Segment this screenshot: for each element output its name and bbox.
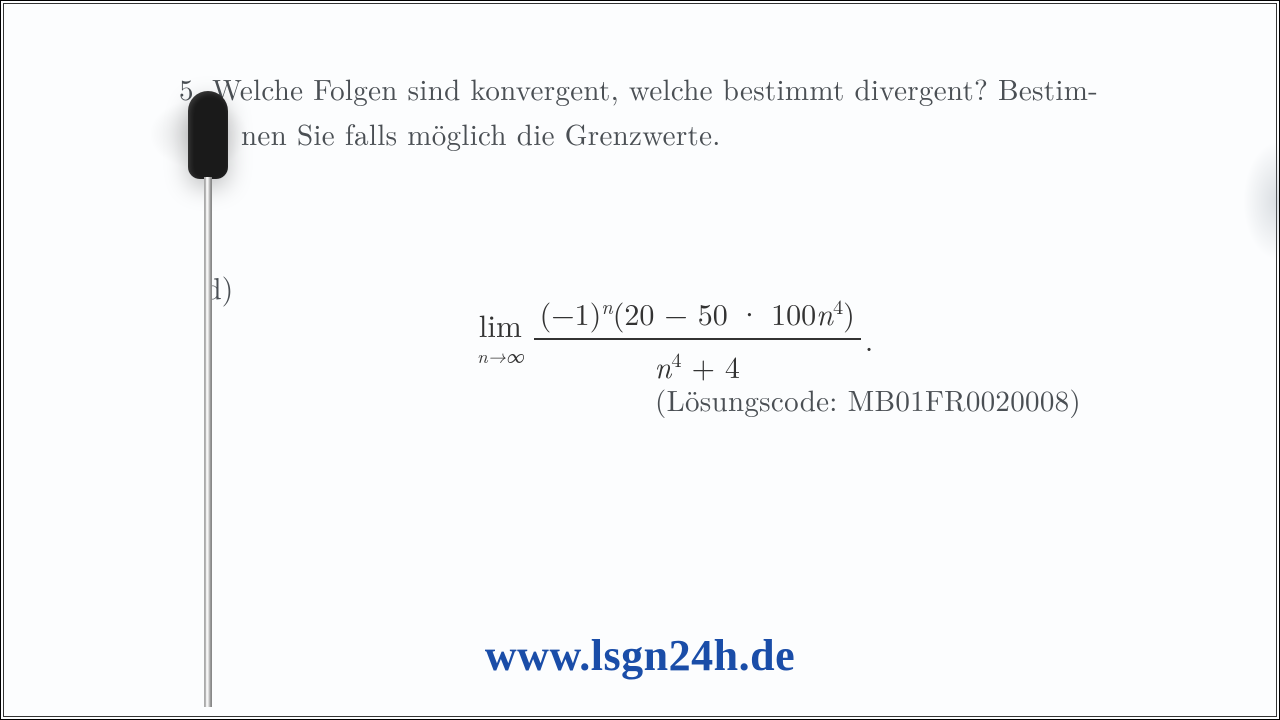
solution-code: (Lösungscode: MB01FR0020008) <box>655 379 1081 420</box>
question-line2: nen Sie falls möglich die Grenzwerte. <box>241 114 1099 155</box>
fraction: (−1)n(20 − 50 · 100n4) n4 + 4 <box>534 291 861 387</box>
lim-operator: lim n→∞ <box>477 309 524 369</box>
numerator-mid: (20 − 50 · 100 <box>613 291 816 334</box>
subitem-label: d) <box>205 265 233 308</box>
numerator: (−1)n(20 − 50 · 100n4) <box>534 291 861 334</box>
question-text: 5. Welche Folgen sind konvergent, welche… <box>179 69 1099 154</box>
question-number: 5. <box>179 68 202 109</box>
numerator-exp2: 4 <box>833 291 843 320</box>
formula-period: . <box>865 317 873 360</box>
question-line1: Welche Folgen sind konvergent, welche be… <box>212 68 1098 109</box>
lim-subscript: n→∞ <box>477 342 524 369</box>
numerator-prefix: (−1) <box>540 291 602 334</box>
numerator-var: n <box>816 291 833 334</box>
watermark-url: www.lsgn24h.de <box>485 630 795 681</box>
fraction-line <box>534 338 861 340</box>
denominator-exp: 4 <box>671 344 681 373</box>
numerator-suffix: ) <box>843 291 855 334</box>
right-edge-shadow <box>1243 141 1279 261</box>
pen-overlay <box>173 91 243 711</box>
pen-body <box>204 177 212 707</box>
numerator-exp1: n <box>601 291 612 320</box>
limit-formula: lim n→∞ (−1)n(20 − 50 · 100n4) n4 + 4 . <box>477 291 1097 387</box>
lim-word: lim <box>479 309 522 340</box>
